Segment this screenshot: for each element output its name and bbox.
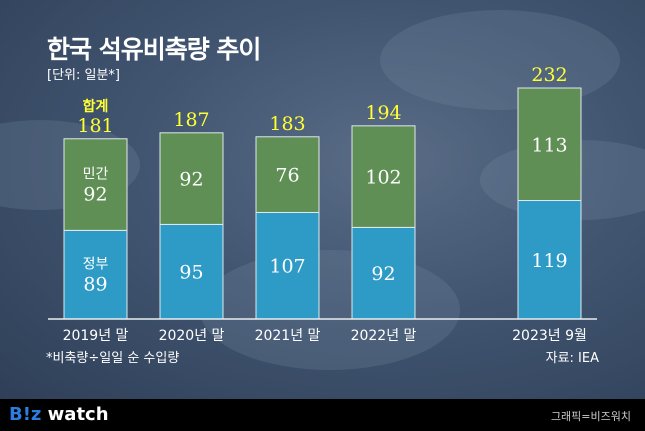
x-tick-label: 2019년 말 xyxy=(63,328,129,344)
bar-private xyxy=(255,136,320,213)
chart-title: 한국 석유비축량 추이 xyxy=(47,35,261,64)
total-legend-label: 합계 xyxy=(83,98,109,115)
total-label: 194 xyxy=(365,102,401,124)
data-label-private: 113 xyxy=(531,134,567,156)
total-label: 183 xyxy=(269,113,305,135)
legend-label-private: 민간 xyxy=(83,167,109,183)
data-label-private: 92 xyxy=(83,184,107,206)
data-label-government: 119 xyxy=(531,250,567,272)
legend-label-government: 정부 xyxy=(83,257,109,273)
unit-label: [단위: 일분*] xyxy=(47,68,120,83)
bar-government xyxy=(63,229,128,320)
data-label-private: 102 xyxy=(365,167,401,189)
x-tick-label: 2023년 9월 xyxy=(512,328,587,344)
total-label: 181 xyxy=(77,115,113,137)
bar-government xyxy=(517,200,582,320)
bar-private xyxy=(351,125,416,228)
footnote: *비축량÷일일 순 수입량 xyxy=(46,351,180,366)
barrel-decoration xyxy=(200,250,460,370)
bar-private xyxy=(517,87,582,202)
infographic: 한국 석유비축량 추이 [단위: 일분*] 정부 89 민간 92 합계 181 2019년… xyxy=(0,0,645,399)
x-tick-label: 2022년 말 xyxy=(351,328,417,344)
data-label-private: 76 xyxy=(275,165,299,187)
bizwatch-logo: B!z watch xyxy=(9,404,109,425)
data-label-government: 89 xyxy=(83,274,107,296)
footer: B!z watch 그래픽=비즈워치 xyxy=(0,399,645,431)
bar-private xyxy=(63,138,128,231)
x-tick-label: 2021년 말 xyxy=(255,328,321,344)
data-label-government: 95 xyxy=(179,262,203,284)
source-label: 자료: IEA xyxy=(545,351,599,366)
total-label: 187 xyxy=(173,109,209,131)
graphic-credit: 그래픽=비즈워치 xyxy=(550,410,631,423)
bar-private xyxy=(159,132,224,225)
data-label-private: 92 xyxy=(179,169,203,191)
total-label: 232 xyxy=(531,64,567,86)
data-label-government: 92 xyxy=(371,263,395,285)
data-label-government: 107 xyxy=(269,256,305,278)
x-tick-label: 2020년 말 xyxy=(159,328,225,344)
bar-government xyxy=(159,223,224,320)
